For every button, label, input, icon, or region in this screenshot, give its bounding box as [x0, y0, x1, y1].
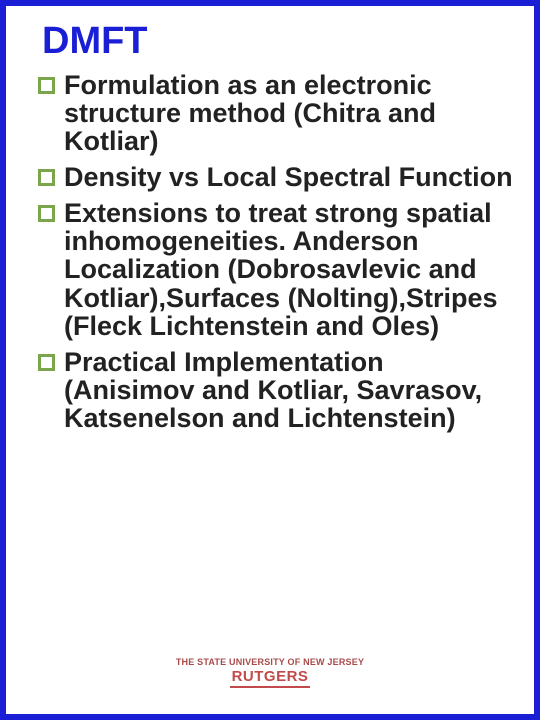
square-bullet-icon [38, 169, 55, 186]
bullet-item: Practical Implementation (Anisimov and K… [38, 348, 514, 432]
footer-underline [230, 686, 310, 688]
bullet-item: Formulation as an electronic structure m… [38, 71, 514, 155]
bullet-text: Formulation as an electronic structure m… [64, 70, 436, 156]
slide-frame: DMFT Formulation as an electronic struct… [0, 0, 540, 720]
square-bullet-icon [38, 77, 55, 94]
footer-logo-text: RUTGERS [6, 668, 534, 685]
slide-title: DMFT [42, 20, 514, 63]
bullet-text: Density vs Local Spectral Function [64, 162, 513, 192]
footer-subtitle: THE STATE UNIVERSITY OF NEW JERSEY [6, 657, 534, 667]
bullet-item: Extensions to treat strong spatial inhom… [38, 199, 514, 339]
square-bullet-icon [38, 205, 55, 222]
bullet-text: Practical Implementation (Anisimov and K… [64, 347, 482, 433]
bullet-text: Extensions to treat strong spatial inhom… [64, 198, 498, 340]
square-bullet-icon [38, 354, 55, 371]
footer: THE STATE UNIVERSITY OF NEW JERSEY RUTGE… [6, 657, 534, 688]
bullet-item: Density vs Local Spectral Function [38, 163, 514, 191]
bullet-list: Formulation as an electronic structure m… [38, 71, 514, 432]
